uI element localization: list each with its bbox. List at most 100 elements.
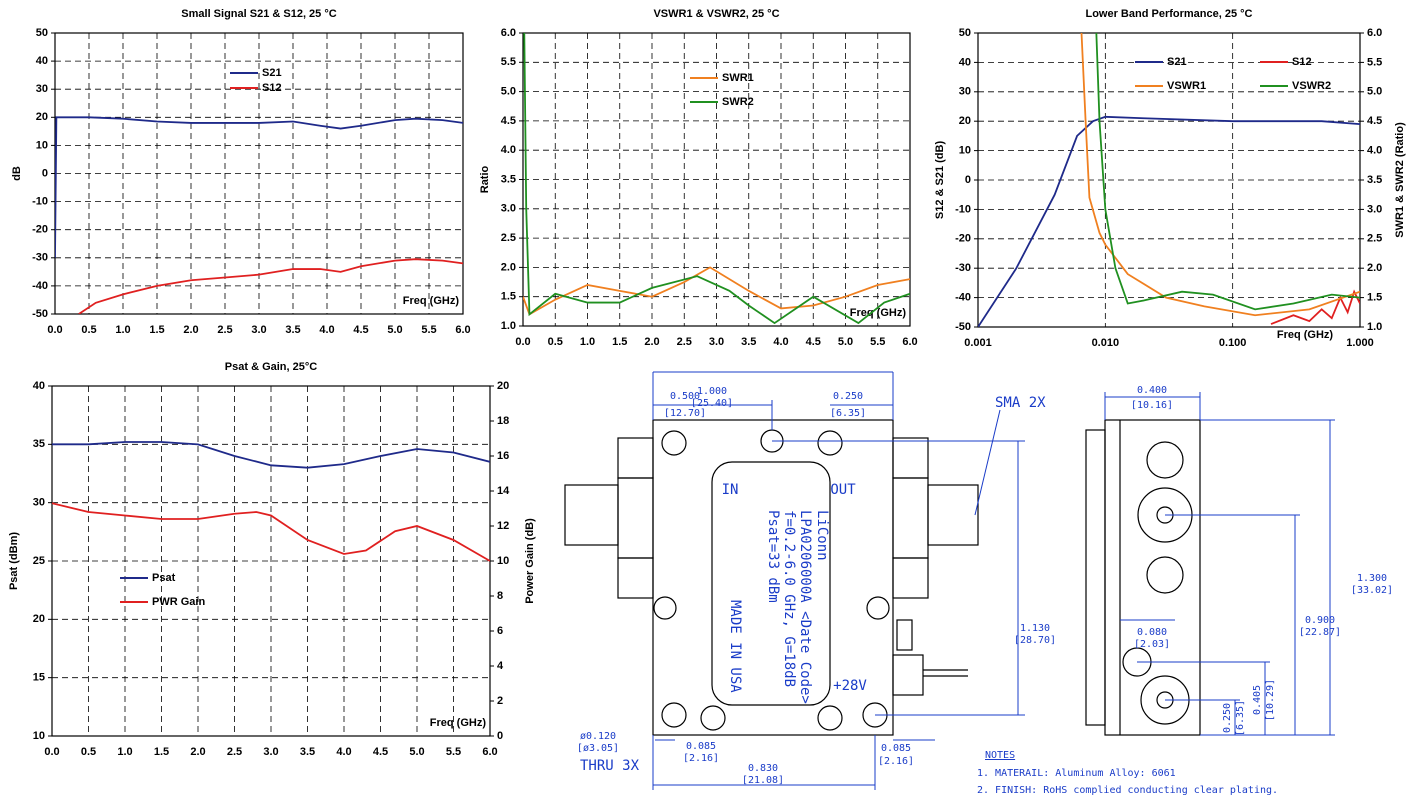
x-tick-label: 0.0 [44, 746, 59, 758]
y2-tick-label: 2.0 [1367, 262, 1382, 274]
plot-frame [977, 32, 1361, 328]
x-tick-label: 2.0 [190, 746, 205, 758]
y2-tick-label: 16 [497, 450, 509, 462]
y2-tick-label: 2 [497, 695, 503, 707]
y-tick-label: -20 [32, 224, 48, 236]
x-tick-label: 2.5 [227, 746, 242, 758]
x-tick-label: 1.0 [580, 336, 595, 348]
plot-frame [522, 32, 911, 327]
dim: 1.300 [1357, 573, 1387, 584]
y-tick-label: -50 [955, 321, 971, 333]
legend-label: VSWR1 [1167, 80, 1206, 92]
x-axis-label: Freq (GHz) [850, 307, 907, 319]
y-tick-label: -40 [955, 292, 971, 304]
y2-tick-label: 8 [497, 590, 503, 602]
x-axis-label: Freq (GHz) [1277, 329, 1334, 341]
dim: [33.02] [1351, 585, 1393, 596]
y-tick-label: 1.0 [501, 320, 516, 332]
x-tick-label: 3.0 [251, 324, 266, 336]
series-line [78, 258, 463, 314]
series-line [55, 116, 463, 258]
dim: 0.830 [748, 763, 778, 774]
y-tick-label: 30 [959, 86, 971, 98]
y-tick-label: 40 [959, 56, 971, 68]
x-tick-label: 5.5 [870, 336, 885, 348]
y2-tick-label: 3.5 [1367, 174, 1382, 186]
y-tick-label: -40 [32, 280, 48, 292]
chart-title: Small Signal S21 & S12, 25 °C [181, 8, 336, 20]
dim: [21.08] [742, 775, 784, 786]
y-tick-label: 10 [959, 145, 971, 157]
y-tick-label: 30 [33, 497, 45, 509]
y-tick-label: 3.0 [501, 203, 516, 215]
y-tick-label: -30 [955, 262, 971, 274]
y-tick-label: -50 [32, 308, 48, 320]
y-tick-label: -30 [32, 252, 48, 264]
dim: 0.085 [686, 741, 716, 752]
legend-label: S12 [262, 82, 282, 94]
y2-tick-label: 1.0 [1367, 321, 1382, 333]
x-tick-label: 1.0 [117, 746, 132, 758]
y-tick-label: 30 [36, 83, 48, 95]
dim: 0.085 [881, 743, 911, 754]
dim: [2.16] [878, 756, 914, 767]
y-tick-label: 10 [36, 139, 48, 151]
x-tick-label: 4.0 [336, 746, 351, 758]
y-tick-label: 4.5 [501, 115, 516, 127]
dim: [10.29] [1265, 679, 1276, 721]
legend-label: PWR Gain [152, 596, 205, 608]
y2-tick-label: 3.0 [1367, 203, 1382, 215]
chart-title: Lower Band Performance, 25 °C [1085, 8, 1252, 20]
x-tick-label: 0.0 [515, 336, 530, 348]
x-tick-label: 2.0 [183, 324, 198, 336]
dim: 0.400 [1137, 385, 1167, 396]
dim: 1.000 [697, 386, 727, 397]
x-tick-label: 4.5 [806, 336, 821, 348]
chart-title: VSWR1 & VSWR2, 25 °C [653, 8, 779, 20]
y-tick-label: 0 [965, 174, 971, 186]
side-view [1085, 419, 1201, 736]
label-window [711, 461, 831, 706]
x-tick-label: 6.0 [455, 324, 470, 336]
x-tick-label: 2.0 [644, 336, 659, 348]
y-tick-label: 4.0 [501, 144, 516, 156]
x-tick-label: 4.0 [319, 324, 334, 336]
y2-axis-label: SWR1 & SWR2 (Ratio) [1394, 122, 1406, 238]
x-tick-label: 3.5 [285, 324, 300, 336]
body-text: Psat=33 dBm [765, 510, 781, 603]
y-tick-label: 2.5 [501, 232, 516, 244]
y-axis-label: Ratio [479, 165, 491, 193]
series-line [523, 33, 910, 325]
x-tick-label: 2.5 [677, 336, 692, 348]
x-tick-label: 2.5 [217, 324, 232, 336]
y2-tick-label: 4.5 [1367, 115, 1382, 127]
dim: 0.405 [1252, 685, 1263, 715]
y2-tick-label: 4 [497, 660, 504, 672]
y2-tick-label: 18 [497, 415, 509, 427]
y-axis-label: Psat (dBm) [8, 532, 20, 590]
x-tick-label: 3.5 [300, 746, 315, 758]
body-text: +28V [833, 678, 867, 694]
series-line [52, 441, 490, 469]
series-line [1270, 289, 1360, 325]
x-tick-label: 4.5 [373, 746, 388, 758]
y2-tick-label: 5.0 [1367, 86, 1382, 98]
x-tick-label: 4.0 [773, 336, 788, 348]
y-tick-label: -10 [32, 196, 48, 208]
y2-tick-label: 5.5 [1367, 56, 1382, 68]
y2-tick-label: 20 [497, 380, 509, 392]
y-tick-label: 3.5 [501, 173, 516, 185]
dim: 0.250 [833, 391, 863, 402]
y-tick-label: 10 [33, 730, 45, 742]
legend-label: S21 [262, 67, 282, 79]
y-tick-label: 2.0 [501, 261, 516, 273]
body-text: OUT [830, 482, 856, 498]
legend-label: S12 [1292, 56, 1312, 68]
y-axis-label: S12 & S21 (dB) [934, 141, 946, 220]
x-tick-label: 3.5 [741, 336, 756, 348]
x-tick-label: 0.100 [1219, 337, 1247, 349]
y2-tick-label: 6 [497, 625, 503, 637]
y-tick-label: 50 [36, 27, 48, 39]
series-line [52, 502, 490, 562]
